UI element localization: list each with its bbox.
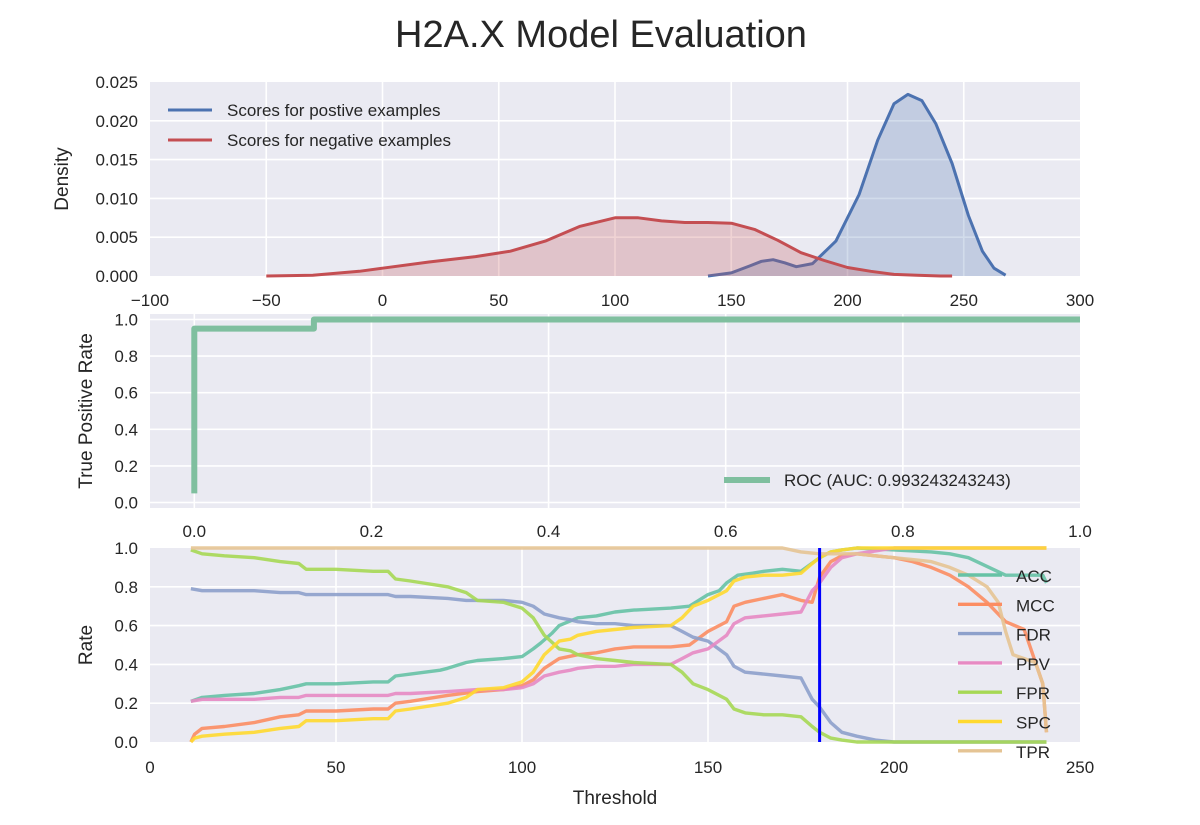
roc-x-tick-label: 0.2 xyxy=(360,522,384,541)
roc-line-roc xyxy=(191,316,1080,494)
legend-label-TPR: TPR xyxy=(1016,743,1050,762)
rates-x-tick-label: 100 xyxy=(508,758,536,777)
roc-x-tick-label: 1.0 xyxy=(1068,522,1092,541)
rates-plot: 0 50 100 150 200 250 0.0 0.2 0.4 0.6 0.8 1.0 Rate Thr… xyxy=(76,539,1094,809)
density-fill-positive xyxy=(708,94,1006,277)
rates-x-tick-label: 200 xyxy=(880,758,908,777)
rates-x-axis-label: Threshold xyxy=(573,788,658,809)
legend-label-positive: Scores for postive examples xyxy=(227,101,441,120)
rates-y-tick-label: 0.2 xyxy=(114,694,138,713)
rates-line-FPR xyxy=(190,548,1047,744)
rates-x-tick-label: 250 xyxy=(1066,758,1094,777)
legend-label-MCC: MCC xyxy=(1016,596,1055,615)
density-y-tick-label: 0.015 xyxy=(95,151,138,170)
legend-label-PPV: PPV xyxy=(1016,655,1051,674)
legend-label-ACC: ACC xyxy=(1016,567,1052,586)
legend-label-FPR: FPR xyxy=(1016,684,1050,703)
roc-plot: 0.0 0.2 0.4 0.6 0.8 1.0 0.0 0.2 0.4 0.6 0.8 1.0 True… xyxy=(76,310,1092,541)
density-y-tick-label: 0.000 xyxy=(95,267,138,286)
rates-x-tick-label: 150 xyxy=(694,758,722,777)
legend-label-SPC: SPC xyxy=(1016,714,1051,733)
roc-data xyxy=(191,316,1080,494)
density-grid xyxy=(150,82,1080,276)
density-y-tick-label: 0.010 xyxy=(95,189,138,208)
roc-y-tick-label: 0.6 xyxy=(114,384,138,403)
rates-line-FDR xyxy=(190,587,1047,744)
density-line-positive xyxy=(707,92,1007,278)
density-x-tick-label: −100 xyxy=(131,291,169,310)
roc-y-tick-label: 0.2 xyxy=(114,457,138,476)
rates-y-tick-label: 0.4 xyxy=(114,655,138,674)
figure-title: H2A.X Model Evaluation xyxy=(395,14,807,56)
density-y-tick-label: 0.020 xyxy=(95,112,138,131)
density-x-tick-label: 150 xyxy=(717,291,745,310)
density-x-tick-label: 300 xyxy=(1066,291,1094,310)
density-y-tick-label: 0.025 xyxy=(95,73,138,92)
roc-y-axis-label: True Positive Rate xyxy=(76,333,97,489)
rates-x-tick-label: 50 xyxy=(327,758,346,777)
rates-x-tick-label: 0 xyxy=(145,758,154,777)
rates-grid xyxy=(150,548,1080,742)
rates-y-tick-label: 0.0 xyxy=(114,733,138,752)
rates-line-PPV xyxy=(190,546,1047,703)
rates-line-TPR xyxy=(190,546,1049,733)
density-y-axis-label: Density xyxy=(52,147,73,211)
density-legend: Scores for postive examples Scores for ne… xyxy=(168,101,451,150)
roc-y-tick-label: 0.8 xyxy=(114,347,138,366)
roc-x-tick-label: 0.0 xyxy=(182,522,206,541)
rates-axes-background xyxy=(150,548,1080,742)
legend-label-FDR: FDR xyxy=(1016,626,1051,645)
rates-y-axis-label: Rate xyxy=(76,625,97,665)
density-x-tick-label: −50 xyxy=(252,291,281,310)
density-line-negative xyxy=(266,216,953,278)
roc-legend: ROC (AUC: 0.993243243243) xyxy=(724,471,1011,490)
roc-x-tick-label: 0.4 xyxy=(537,522,561,541)
rates-data xyxy=(189,546,1049,744)
roc-y-tick-label: 1.0 xyxy=(114,310,138,329)
rates-y-tick-label: 0.6 xyxy=(114,617,138,636)
density-x-tick-label: 0 xyxy=(378,291,387,310)
legend-label-roc: ROC (AUC: 0.993243243243) xyxy=(784,471,1011,490)
roc-y-tick-label: 0.4 xyxy=(114,420,138,439)
density-x-tick-label: 100 xyxy=(601,291,629,310)
rates-legend: ACC MCC FDR PPV FPR SPC TPR xyxy=(958,567,1055,762)
roc-axes-background xyxy=(150,314,1080,508)
density-plot: −100 −50 0 50 100 150 200 250 300 0.000 0.005 0.010… xyxy=(52,73,1094,310)
rates-y-tick-label: 1.0 xyxy=(114,539,138,558)
density-y-tick-label: 0.005 xyxy=(95,228,138,247)
rates-y-tick-label: 0.8 xyxy=(114,578,138,597)
rates-line-SPC xyxy=(189,546,1047,744)
density-x-tick-label: 50 xyxy=(489,291,508,310)
roc-x-tick-label: 0.8 xyxy=(891,522,915,541)
density-x-tick-label: 250 xyxy=(950,291,978,310)
roc-x-tick-label: 0.6 xyxy=(714,522,738,541)
rates-line-MCC xyxy=(189,552,1049,743)
roc-y-tick-label: 0.0 xyxy=(114,494,138,513)
density-data xyxy=(266,92,1007,278)
density-x-tick-label: 200 xyxy=(833,291,861,310)
legend-label-negative: Scores for negative examples xyxy=(227,131,451,150)
